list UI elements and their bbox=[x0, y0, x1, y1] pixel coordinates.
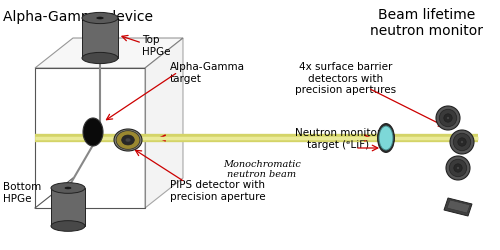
Polygon shape bbox=[35, 38, 183, 68]
Ellipse shape bbox=[82, 12, 118, 24]
Ellipse shape bbox=[51, 221, 85, 231]
Text: 4x surface barrier
detectors with
precision apertures: 4x surface barrier detectors with precis… bbox=[295, 62, 396, 95]
Ellipse shape bbox=[436, 106, 460, 130]
Ellipse shape bbox=[454, 164, 462, 172]
Polygon shape bbox=[51, 188, 85, 226]
Ellipse shape bbox=[83, 118, 103, 146]
Ellipse shape bbox=[97, 17, 103, 19]
Text: Monochromatic
neutron beam: Monochromatic neutron beam bbox=[223, 160, 301, 180]
Ellipse shape bbox=[378, 124, 394, 152]
Polygon shape bbox=[444, 198, 472, 216]
Polygon shape bbox=[145, 38, 183, 208]
Ellipse shape bbox=[454, 133, 470, 151]
Text: PIPS detector with
precision aperture: PIPS detector with precision aperture bbox=[170, 180, 266, 202]
Ellipse shape bbox=[458, 138, 466, 146]
Text: Beam lifetime
neutron monitor: Beam lifetime neutron monitor bbox=[370, 8, 483, 38]
Ellipse shape bbox=[440, 109, 456, 127]
Ellipse shape bbox=[446, 117, 450, 119]
Ellipse shape bbox=[450, 159, 466, 177]
Ellipse shape bbox=[114, 129, 142, 151]
Ellipse shape bbox=[450, 130, 474, 154]
Ellipse shape bbox=[379, 126, 393, 150]
Ellipse shape bbox=[65, 187, 71, 189]
Polygon shape bbox=[447, 200, 470, 213]
Ellipse shape bbox=[51, 183, 85, 193]
Ellipse shape bbox=[460, 141, 464, 143]
Text: Bottom
HPGe: Bottom HPGe bbox=[3, 182, 41, 204]
Ellipse shape bbox=[116, 131, 140, 149]
Text: Top
HPGe: Top HPGe bbox=[142, 35, 171, 56]
Ellipse shape bbox=[82, 52, 118, 64]
Ellipse shape bbox=[126, 138, 130, 142]
Text: Alpha-Gamma
target: Alpha-Gamma target bbox=[170, 62, 245, 84]
Ellipse shape bbox=[446, 156, 470, 180]
Ellipse shape bbox=[122, 135, 134, 145]
Text: Alpha-Gamma device: Alpha-Gamma device bbox=[3, 10, 153, 24]
Text: Neutron monitor
target (ᵉLiF): Neutron monitor target (ᵉLiF) bbox=[295, 128, 382, 150]
Polygon shape bbox=[82, 18, 118, 58]
Ellipse shape bbox=[456, 167, 460, 169]
Ellipse shape bbox=[444, 114, 452, 122]
